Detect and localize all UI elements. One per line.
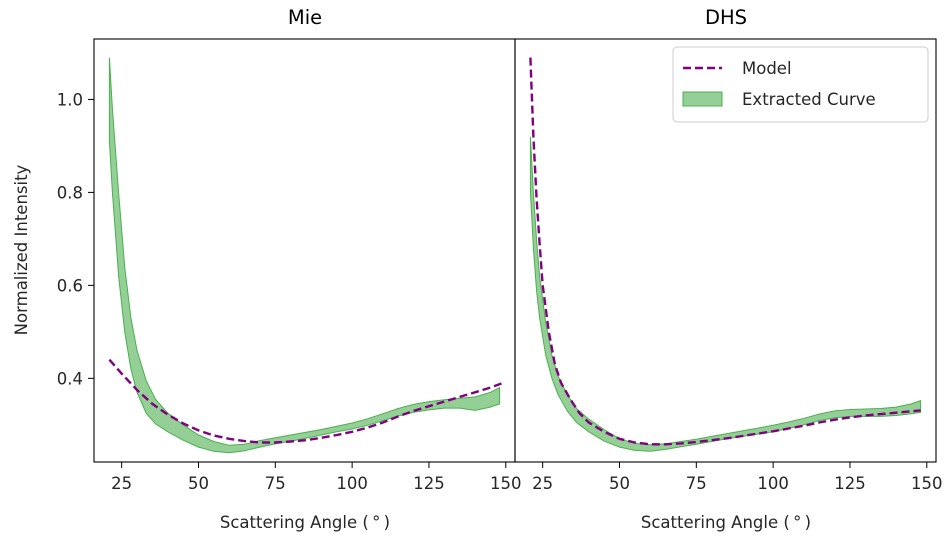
series-line-model — [529, 57, 921, 446]
panel-dhs: DHS 25 50 75 100 125 150 Scattering Angle ( °… — [514, 6, 943, 532]
x-tick-label: 125 — [413, 474, 445, 493]
x-axis-label-dhs: Scattering Angle ( ° ) — [641, 513, 811, 532]
y-tick-label: 0.8 — [57, 183, 83, 202]
plot-frame-dhs — [514, 38, 937, 463]
x-tick-label: 75 — [265, 474, 286, 493]
panel-mie: Mie 25 50 75 100 125 150 0.4 0.6 0.8 1.0 Scatter… — [12, 6, 522, 532]
legend-label-extracted: Extracted Curve — [742, 90, 876, 109]
y-tick-label: 0.4 — [57, 369, 83, 388]
legend-swatch-extracted — [682, 91, 723, 107]
x-tick-label: 50 — [609, 474, 630, 493]
band-layer-mie — [108, 57, 501, 454]
y-tick-label: 0.6 — [57, 276, 83, 295]
series-band-extracted-curve — [108, 57, 501, 454]
y-axis-label: Normalized Intensity — [12, 164, 31, 335]
x-tick-label: 50 — [188, 474, 209, 493]
x-tick-label: 25 — [532, 474, 553, 493]
y-axis-ticks-mie: 0.4 0.6 0.8 1.0 — [57, 90, 94, 388]
legend-label-model: Model — [742, 59, 792, 78]
x-tick-label: 75 — [686, 474, 707, 493]
legend-box — [672, 46, 929, 123]
series-line-model — [108, 358, 504, 444]
panel-title-mie: Mie — [288, 6, 322, 29]
x-tick-label: 100 — [336, 474, 368, 493]
x-axis-ticks-mie: 25 50 75 100 125 150 — [111, 462, 522, 493]
line-layer-mie — [108, 358, 504, 444]
line-layer-dhs — [529, 57, 921, 446]
x-axis-label-mie: Scattering Angle ( ° ) — [220, 513, 390, 532]
band-layer-dhs — [529, 136, 922, 452]
x-axis-ticks-dhs: 25 50 75 100 125 150 — [532, 462, 943, 493]
panel-title-dhs: DHS — [705, 6, 747, 29]
x-tick-label: 150 — [490, 474, 522, 493]
series-band-extracted-curve — [529, 136, 922, 452]
x-tick-label: 100 — [757, 474, 789, 493]
x-tick-label: 150 — [911, 474, 943, 493]
y-tick-label: 1.0 — [57, 90, 83, 109]
x-tick-label: 25 — [111, 474, 132, 493]
legend: Model Extracted Curve — [672, 46, 929, 123]
x-tick-label: 125 — [834, 474, 866, 493]
